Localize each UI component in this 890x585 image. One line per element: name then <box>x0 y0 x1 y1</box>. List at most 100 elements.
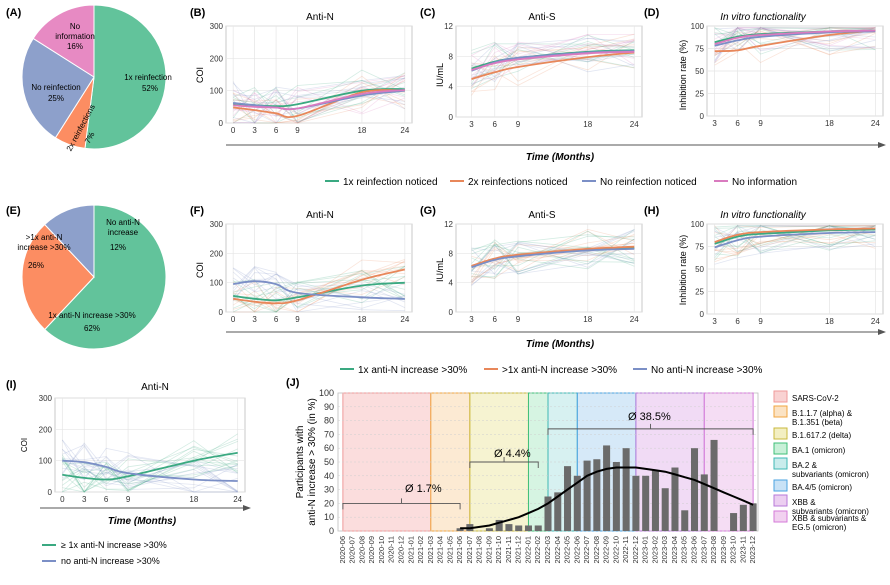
panel-g-trajectory-6 <box>471 235 635 264</box>
legend-i: ≥ 1x anti-N increase >30% no anti-N incr… <box>42 540 167 566</box>
panel-h-trajectory-10 <box>714 233 876 255</box>
panel-i-trajectory-1 <box>61 442 238 490</box>
pie-e-slice-1 <box>44 204 167 350</box>
panel-b-xtick-5: 24 <box>400 126 409 135</box>
pie-e-pct-3: 12% <box>110 243 126 252</box>
j-legend-text-1: SARS-CoV-2 <box>792 394 839 403</box>
panel-h-trajectory-9 <box>714 225 876 246</box>
j-annotation-3: Ø 38.5% <box>628 411 671 423</box>
panel-c-trajectory-21 <box>471 39 635 96</box>
pie-a-label-1: 1x reinfection <box>124 73 172 82</box>
panel-c-xtick-1: 6 <box>493 120 498 129</box>
panel-i-xtick-5: 24 <box>233 495 242 504</box>
panel-b-xtick-0: 0 <box>231 126 236 135</box>
panel-h-ytick-1: 25 <box>695 288 704 297</box>
bar-2022-04 <box>554 492 562 531</box>
panel-j-xtick-2022-04: 2022-04 <box>553 536 562 564</box>
legend-2: 1x anti-N increase >30% >1x anti-N incre… <box>340 365 763 376</box>
panel-b-xtick-3: 9 <box>295 126 300 135</box>
panel-f-series-2 <box>233 268 406 305</box>
panel-i-series-2 <box>62 459 238 482</box>
pie-a-pct-4: 16% <box>67 42 83 51</box>
panel-h-xtick-2: 9 <box>758 317 763 326</box>
panel-i-trajectory-10 <box>62 433 238 493</box>
panel-g-trajectory-26 <box>471 241 635 287</box>
panel-d-xtick-1: 6 <box>735 119 740 128</box>
panel-d-trajectory-2 <box>714 27 876 52</box>
pie-a-slice-3 <box>21 37 95 139</box>
legend-2-item-3: No anti-N increase >30% <box>651 365 763 376</box>
panel-i-xtick-1: 3 <box>82 495 87 504</box>
panel-b-trajectory-20 <box>232 80 405 124</box>
title-h: In vitro functionality <box>720 210 807 221</box>
panel-f-ytick-0: 0 <box>219 308 224 317</box>
legend-1: 1x reinfection noticed 2x reinfections n… <box>325 177 797 188</box>
panel-h-ytick-4: 100 <box>691 220 705 229</box>
pie-e-label-3b: increase <box>108 228 139 237</box>
panel-c-ytick-0: 0 <box>449 113 454 122</box>
panel-f-xtick-3: 9 <box>295 315 300 324</box>
panel-f-xtick-4: 18 <box>357 315 366 324</box>
panel-g-trajectory-1 <box>471 243 635 270</box>
panel-g-trajectory-21 <box>471 244 635 273</box>
panel-i-trajectory-13 <box>62 460 238 493</box>
panel-b-trajectory-4 <box>233 79 405 107</box>
panel-j-xtick-2021-07: 2021-07 <box>465 536 474 564</box>
ylabel-h: Inhibition rate (%) <box>678 235 688 306</box>
panel-j-xtick-2021-09: 2021-09 <box>484 536 493 564</box>
j-legend-text-3: B.1.351 (beta) <box>792 418 843 427</box>
panel-i-xtick-0: 0 <box>60 495 65 504</box>
title-d: In vitro functionality <box>720 12 807 23</box>
panel-d-ytick-3: 75 <box>695 45 704 54</box>
panel-j-ytick-8: 80 <box>324 416 334 426</box>
pie-a-slice-4 <box>32 4 95 78</box>
panel-f-ytick-1: 100 <box>210 279 224 288</box>
pie-a-slice-1 <box>84 4 167 150</box>
panel-i-xtick-2: 6 <box>104 495 109 504</box>
bar-2023-05 <box>681 510 689 531</box>
panel-h-trajectory-21 <box>714 225 876 254</box>
j-legend: SARS-CoV-2 B.1.1.7 (alpha) & B.1.351 (be… <box>792 394 869 532</box>
panel-d-trajectory-22 <box>714 27 876 56</box>
bar-2022-01 <box>524 525 532 531</box>
panel-j-xtick-2023-02: 2023-02 <box>650 536 659 564</box>
panel-b-ytick-2: 200 <box>210 54 224 63</box>
panel-d-ytick-4: 100 <box>691 22 705 31</box>
panel-i-ytick-1: 100 <box>39 457 53 466</box>
panel-j-xtick-2023-06: 2023-06 <box>690 536 699 564</box>
panel-j-xtick-2023-03: 2023-03 <box>660 536 669 564</box>
panel-h-trajectory-2 <box>714 225 876 256</box>
j-legend-swatch-1 <box>773 390 788 403</box>
panel-i-trajectory-15 <box>61 445 238 484</box>
j-legend-text-7: subvariants (omicron) <box>792 470 869 479</box>
panel-b-xtick-1: 3 <box>252 126 257 135</box>
panel-c-trajectory-15 <box>471 38 635 80</box>
panel-j-ytick-4: 40 <box>324 471 334 481</box>
bar-2022-09 <box>603 445 611 531</box>
panel-j-xtick-2022-02: 2022-02 <box>533 536 542 564</box>
panel-d-trajectory-26 <box>714 28 876 64</box>
panel-g-trajectory-2 <box>471 240 635 283</box>
panel-b-trajectory-21 <box>232 72 406 124</box>
bar-2021-11 <box>505 524 513 531</box>
panel-j-xtick-2021-03: 2021-03 <box>426 536 435 564</box>
panel-h-trajectory-18 <box>714 225 876 253</box>
panel-d-xtick-4: 24 <box>871 119 880 128</box>
panel-j-xtick-2022-01: 2022-01 <box>523 536 532 564</box>
bar-2022-02 <box>534 525 542 531</box>
panel-g-trajectory-24 <box>471 240 635 262</box>
pie-e-labels: 1x anti-N increase >30% 62% >1x anti-N i… <box>17 218 140 333</box>
bar-2022-05 <box>564 466 572 531</box>
panel-j-xtick-2023-12: 2023-12 <box>748 536 757 564</box>
time-axis-1: Time (Months) <box>226 142 886 163</box>
panel-i-trajectory-26 <box>62 448 238 493</box>
panel-j-ytick-0: 0 <box>329 526 334 536</box>
panel-b-ytick-3: 300 <box>210 22 224 31</box>
panel-j-xtick-2022-10: 2022-10 <box>611 536 620 564</box>
panel-b-series-2 <box>233 89 405 119</box>
panel-j-xtick-2022-06: 2022-06 <box>572 536 581 564</box>
panel-g-trajectory-15 <box>471 241 635 275</box>
panel-label-i: (I) <box>6 379 17 391</box>
bar-2023-08 <box>710 439 718 531</box>
panel-i-trajectory-22 <box>62 461 238 481</box>
